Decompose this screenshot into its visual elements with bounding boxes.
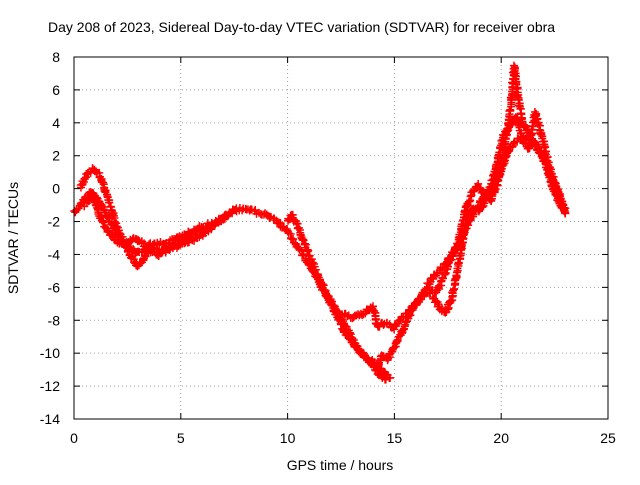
plot-frame (73, 56, 609, 420)
data-point (348, 334, 357, 343)
x-tick-label: 10 (280, 430, 296, 446)
data-point (449, 286, 458, 295)
y-tick-label: 4 (52, 115, 60, 131)
data-point (165, 246, 174, 255)
data-point (318, 280, 327, 289)
data-point (441, 269, 450, 278)
data-point (504, 126, 513, 135)
x-tick-label: 25 (600, 430, 616, 446)
data-point (514, 121, 523, 130)
data-point (503, 127, 512, 136)
y-axis-label: SDTVAR / TECUs (5, 182, 21, 294)
data-point (232, 204, 241, 213)
data-point (80, 175, 89, 184)
data-point (450, 284, 459, 293)
y-tick-label: 8 (52, 49, 60, 65)
data-point (453, 260, 462, 269)
y-tick-label: -2 (48, 214, 61, 230)
series-track-b (76, 164, 207, 271)
data-point (311, 265, 320, 274)
data-point (210, 220, 219, 229)
y-tick-label: -6 (48, 279, 61, 295)
data-point (470, 186, 479, 195)
data-point (478, 203, 487, 212)
data-point (112, 222, 121, 231)
chart-title: Day 208 of 2023, Sidereal Day-to-day VTE… (48, 19, 555, 35)
data-point (495, 148, 504, 157)
data-point (105, 198, 114, 207)
data-point (297, 234, 306, 243)
data-point (390, 343, 399, 352)
data-point (99, 218, 108, 227)
x-tick-label: 5 (177, 430, 185, 446)
x-axis-label: GPS time / hours (287, 457, 394, 473)
data-point (329, 301, 338, 310)
y-tick-label: -10 (40, 345, 60, 361)
data-point (464, 211, 473, 220)
data-point (198, 224, 207, 233)
x-tick-label: 15 (387, 430, 403, 446)
data-point (384, 354, 393, 363)
data-point (321, 286, 330, 295)
y-tick-label: 6 (52, 82, 60, 98)
data-point (513, 92, 522, 101)
data-point (386, 373, 395, 382)
data-point (176, 240, 185, 249)
data-point (449, 249, 458, 258)
data-point (439, 274, 448, 283)
data-point (405, 310, 414, 319)
y-tick-label: 2 (52, 148, 60, 164)
y-tick-label: -8 (48, 312, 61, 328)
data-point (561, 209, 570, 218)
data-point (308, 258, 317, 267)
series-track-c (80, 189, 241, 260)
data-point (474, 179, 483, 188)
data-point (543, 156, 552, 165)
x-tick-label: 0 (70, 430, 78, 446)
marker-layer (70, 61, 570, 384)
data-point (224, 210, 233, 219)
data-point (299, 236, 308, 245)
y-tick-label: -4 (48, 246, 61, 262)
tick-layer: 0 5 10 15 20 25 -14 -12 -10 -8 -6 -4 -2 0 2 4 6 8 (40, 49, 616, 446)
series-track-g (428, 108, 570, 317)
data-point (89, 194, 98, 203)
y-tick-label: 0 (52, 181, 60, 197)
y-tick-label: -14 (40, 411, 60, 427)
y-tick-label: -12 (40, 378, 60, 394)
x-tick-label: 20 (493, 430, 509, 446)
series-track-d (283, 210, 395, 382)
grid-layer (74, 57, 608, 419)
data-point (558, 200, 567, 209)
data-point (537, 130, 546, 139)
